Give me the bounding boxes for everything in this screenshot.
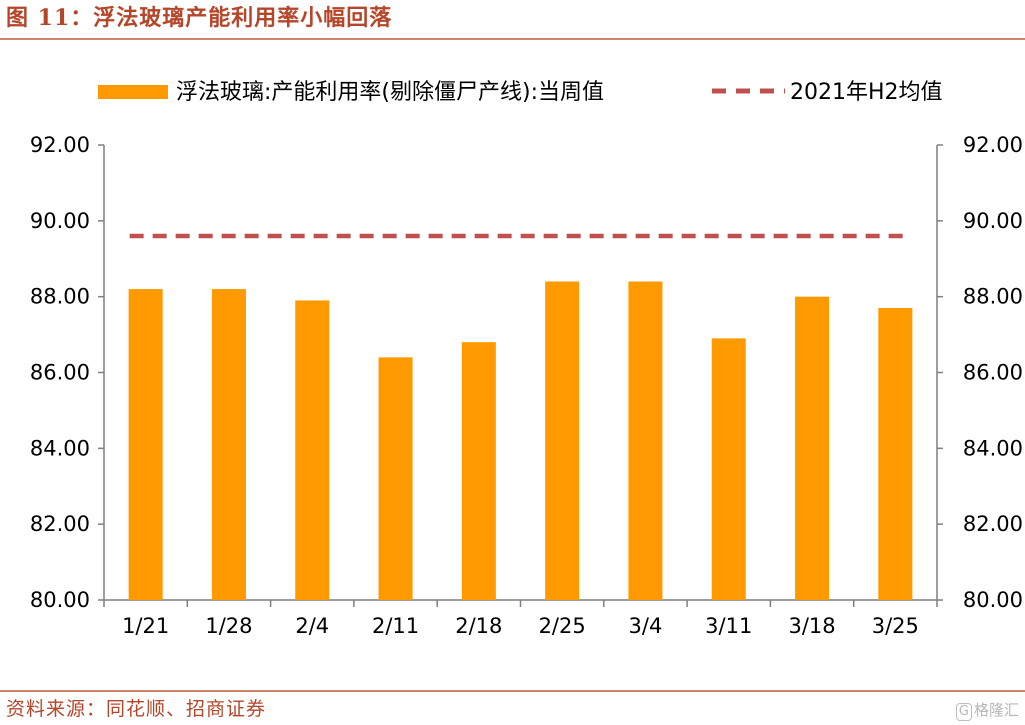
left-y-tick-label: 86.00 — [30, 361, 90, 385]
x-tick-label: 1/28 — [205, 614, 252, 638]
bar — [378, 357, 413, 600]
x-tick-label: 3/11 — [705, 614, 752, 638]
bar — [545, 281, 580, 600]
left-y-tick-label: 92.00 — [30, 133, 90, 157]
bar — [628, 281, 663, 600]
left-y-tick-label: 84.00 — [30, 436, 90, 460]
left-y-tick-label: 90.00 — [30, 209, 90, 233]
watermark-logo-icon: G — [955, 703, 972, 721]
x-tick-label: 3/4 — [629, 614, 663, 638]
x-tick-label: 2/4 — [295, 614, 329, 638]
bar — [295, 300, 330, 600]
legend-label-reference: 2021年H2均值 — [790, 80, 943, 105]
right-y-tick-label: 84.00 — [963, 436, 1023, 460]
x-tick-label: 3/18 — [788, 614, 835, 638]
x-tick-label: 2/11 — [372, 614, 419, 638]
x-tick-label: 2/25 — [539, 614, 586, 638]
legend-label-bars: 浮法玻璃:产能利用率(剔除僵尸产线):当周值 — [176, 80, 604, 105]
legend-swatch-bars — [98, 85, 168, 99]
chart-bars — [128, 281, 913, 600]
watermark: G 格隆汇 — [955, 699, 1019, 721]
title-rule — [0, 38, 1025, 40]
figure-title: 图 11：浮法玻璃产能利用率小幅回落 — [6, 5, 393, 31]
bar — [461, 342, 496, 600]
chart-axes: 80.00 80.00 82.00 82.00 84.00 84.00 86.00 86.00… — [30, 133, 1023, 638]
bar — [128, 289, 163, 600]
bar — [795, 296, 830, 600]
x-tick-label: 1/21 — [122, 614, 169, 638]
bar — [211, 289, 246, 600]
right-y-tick-label: 92.00 — [963, 133, 1023, 157]
right-y-tick-label: 90.00 — [963, 209, 1023, 233]
watermark-text: 格隆汇 — [973, 701, 1019, 719]
chart-legend: 浮法玻璃:产能利用率(剔除僵尸产线):当周值 2021年H2均值 — [98, 80, 943, 105]
footer-rule — [0, 690, 1025, 692]
left-y-tick-label: 82.00 — [30, 512, 90, 536]
right-y-tick-label: 82.00 — [963, 512, 1023, 536]
left-y-tick-label: 80.00 — [30, 588, 90, 612]
x-tick-label: 3/25 — [872, 614, 919, 638]
bar-chart: 浮法玻璃:产能利用率(剔除僵尸产线):当周值 2021年H2均值 80.00 80… — [30, 80, 1023, 638]
right-y-tick-label: 80.00 — [963, 588, 1023, 612]
bar — [711, 338, 746, 600]
right-y-tick-label: 88.00 — [963, 285, 1023, 309]
right-y-tick-label: 86.00 — [963, 361, 1023, 385]
x-tick-label: 2/18 — [455, 614, 502, 638]
source-note: 资料来源：同花顺、招商证券 — [6, 698, 267, 720]
left-y-tick-label: 88.00 — [30, 285, 90, 309]
bar — [878, 308, 913, 600]
